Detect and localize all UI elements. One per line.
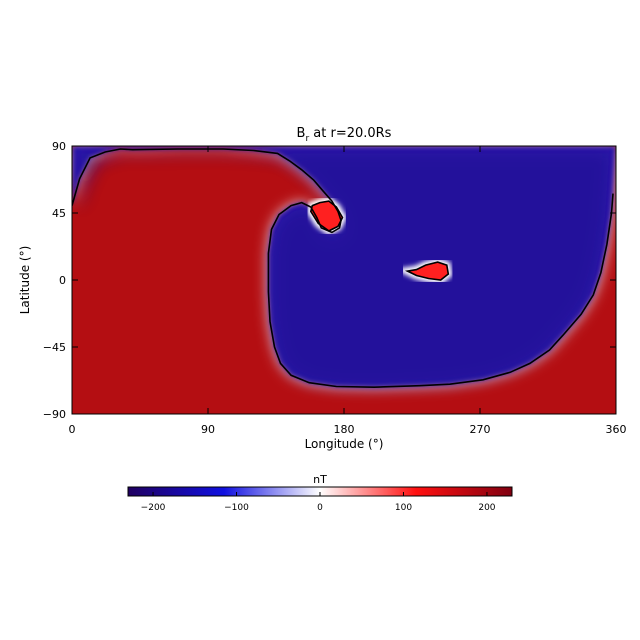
colorbar-tick-label: 0 — [317, 503, 323, 513]
y-axis-label: Latitude (°) — [18, 246, 32, 315]
colorbar-label: nT — [313, 473, 327, 486]
x-tick-label: 0 — [69, 423, 76, 436]
y-tick-label: −90 — [43, 408, 66, 421]
neutral-line-island-north — [309, 200, 344, 232]
neutral-line-island-center — [404, 261, 450, 281]
y-axis: 90 45 0 −45 −90 — [43, 140, 616, 421]
y-tick-label: 90 — [52, 140, 66, 153]
negative-field-core — [81, 153, 610, 388]
x-axis-label: Longitude (°) — [305, 437, 384, 451]
colorbar-tick-label: 200 — [478, 503, 495, 513]
x-tick-label: 90 — [201, 423, 215, 436]
colorbar-tick-label: −100 — [224, 503, 249, 513]
x-tick-label: 180 — [334, 423, 355, 436]
x-tick-label: 360 — [606, 423, 627, 436]
title-main: B — [297, 126, 306, 141]
colorbar-tick-label: 100 — [395, 503, 412, 513]
y-tick-label: −45 — [43, 341, 66, 354]
y-tick-label: 0 — [59, 274, 66, 287]
x-tick-label: 270 — [470, 423, 491, 436]
colorbar-tick-label: −200 — [141, 503, 166, 513]
y-tick-label: 45 — [52, 207, 66, 220]
colorbar-ticks: −200 −100 0 100 200 — [141, 492, 496, 513]
neutral-line-main — [72, 148, 614, 389]
chart-title: Br at r=20.0Rs — [297, 126, 392, 144]
title-subscript: r — [305, 134, 309, 144]
title-suffix: at r=20.0Rs — [309, 126, 392, 141]
x-axis: 0 90 180 270 360 — [69, 146, 627, 436]
heatmap — [72, 146, 616, 414]
